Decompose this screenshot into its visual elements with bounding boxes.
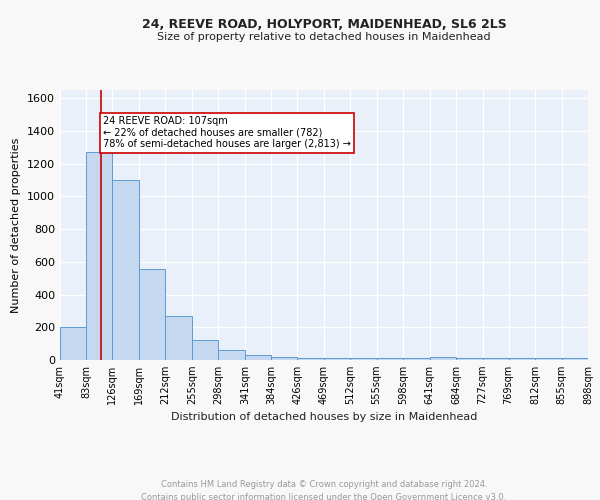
Bar: [482, 358, 509, 360]
Text: 24, REEVE ROAD, HOLYPORT, MAIDENHEAD, SL6 2LS: 24, REEVE ROAD, HOLYPORT, MAIDENHEAD, SL…: [142, 18, 506, 30]
Bar: [86, 152, 112, 360]
Bar: [139, 269, 166, 360]
Bar: [430, 356, 456, 360]
Bar: [377, 358, 403, 360]
Bar: [535, 358, 562, 360]
Bar: [166, 316, 192, 360]
Bar: [456, 358, 482, 360]
Text: Contains HM Land Registry data © Crown copyright and database right 2024.
Contai: Contains HM Land Registry data © Crown c…: [142, 480, 506, 500]
Bar: [271, 356, 297, 360]
Bar: [245, 355, 271, 360]
Bar: [562, 358, 588, 360]
Y-axis label: Number of detached properties: Number of detached properties: [11, 138, 22, 312]
Bar: [112, 180, 139, 360]
Bar: [192, 340, 218, 360]
Text: 24 REEVE ROAD: 107sqm
← 22% of detached houses are smaller (782)
78% of semi-det: 24 REEVE ROAD: 107sqm ← 22% of detached …: [103, 116, 351, 150]
Bar: [350, 358, 377, 360]
Bar: [297, 358, 323, 360]
Bar: [60, 328, 86, 360]
Bar: [403, 358, 430, 360]
Bar: [218, 350, 245, 360]
Bar: [323, 358, 350, 360]
Text: Distribution of detached houses by size in Maidenhead: Distribution of detached houses by size …: [171, 412, 477, 422]
Text: Size of property relative to detached houses in Maidenhead: Size of property relative to detached ho…: [157, 32, 491, 42]
Bar: [509, 358, 535, 360]
